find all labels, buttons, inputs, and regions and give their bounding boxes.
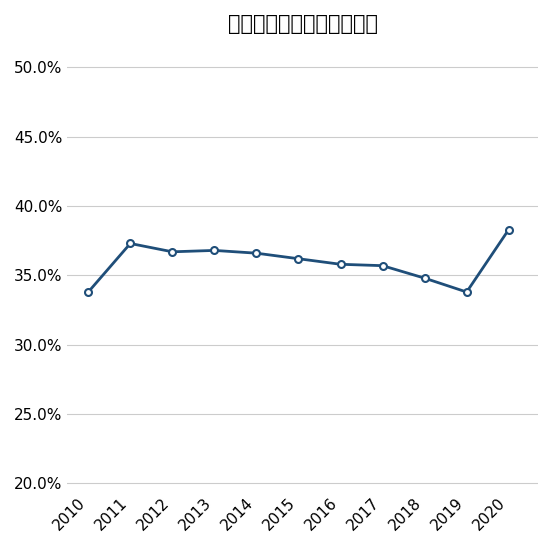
Title: 貨物自動車の積載率の推移: 貨物自動車の積載率の推移 <box>227 14 378 34</box>
